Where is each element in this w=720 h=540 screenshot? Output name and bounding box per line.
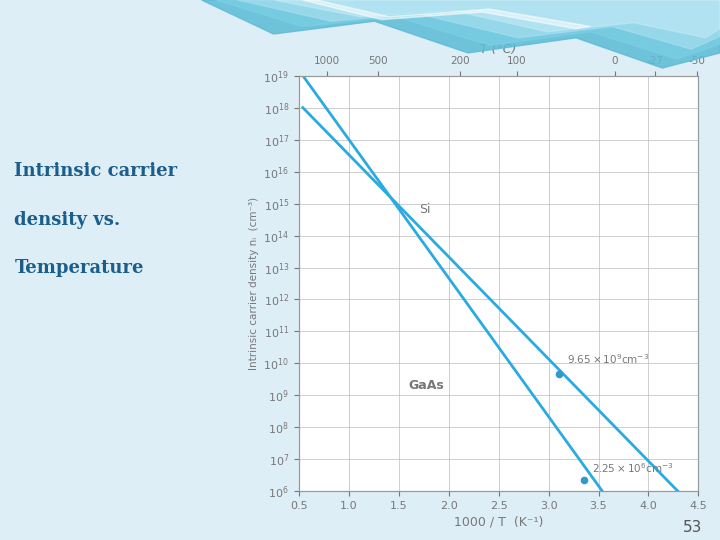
Polygon shape — [274, 0, 720, 38]
Text: $2.25\times10^{6}$cm$^{-3}$: $2.25\times10^{6}$cm$^{-3}$ — [592, 461, 673, 475]
Text: Temperature: Temperature — [14, 259, 144, 277]
X-axis label: 1000 / T  (K⁻¹): 1000 / T (K⁻¹) — [454, 515, 544, 528]
Text: 53: 53 — [683, 519, 702, 535]
Polygon shape — [238, 0, 720, 49]
Text: $9.65\times10^{9}$cm$^{-3}$: $9.65\times10^{9}$cm$^{-3}$ — [567, 352, 649, 366]
Text: density vs.: density vs. — [14, 211, 121, 228]
Y-axis label: Intrinsic carrier density nᵢ  (cm⁻³): Intrinsic carrier density nᵢ (cm⁻³) — [249, 197, 259, 370]
X-axis label: T (°C): T (°C) — [480, 43, 517, 56]
Polygon shape — [202, 0, 720, 68]
Polygon shape — [302, 0, 590, 29]
Polygon shape — [216, 0, 720, 59]
Text: Intrinsic carrier: Intrinsic carrier — [14, 162, 178, 180]
Text: Si: Si — [419, 204, 430, 217]
Text: GaAs: GaAs — [409, 380, 444, 393]
